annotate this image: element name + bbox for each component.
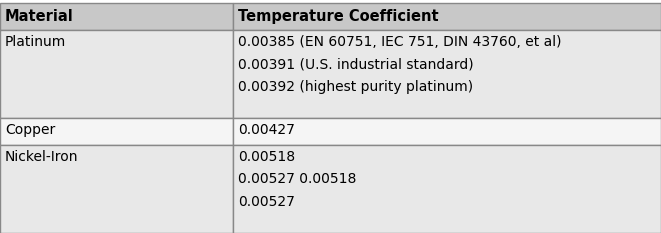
Text: 0.00427: 0.00427 — [238, 123, 295, 137]
Text: Temperature Coefficient: Temperature Coefficient — [238, 9, 438, 24]
Bar — [0, 3, 233, 30]
Bar — [233, 30, 661, 118]
Bar — [0, 118, 233, 145]
Text: Platinum: Platinum — [5, 35, 66, 49]
Text: 0.00518
0.00527 0.00518
0.00527: 0.00518 0.00527 0.00518 0.00527 — [238, 150, 356, 209]
Text: Copper: Copper — [5, 123, 56, 137]
Text: Nickel-Iron: Nickel-Iron — [5, 150, 79, 164]
Bar — [0, 30, 233, 118]
Bar — [233, 3, 661, 30]
Text: Material: Material — [5, 9, 74, 24]
Bar — [0, 145, 233, 233]
Bar — [233, 118, 661, 145]
Text: 0.00385 (EN 60751, IEC 751, DIN 43760, et al)
0.00391 (U.S. industrial standard): 0.00385 (EN 60751, IEC 751, DIN 43760, e… — [238, 35, 561, 93]
Bar — [233, 145, 661, 233]
